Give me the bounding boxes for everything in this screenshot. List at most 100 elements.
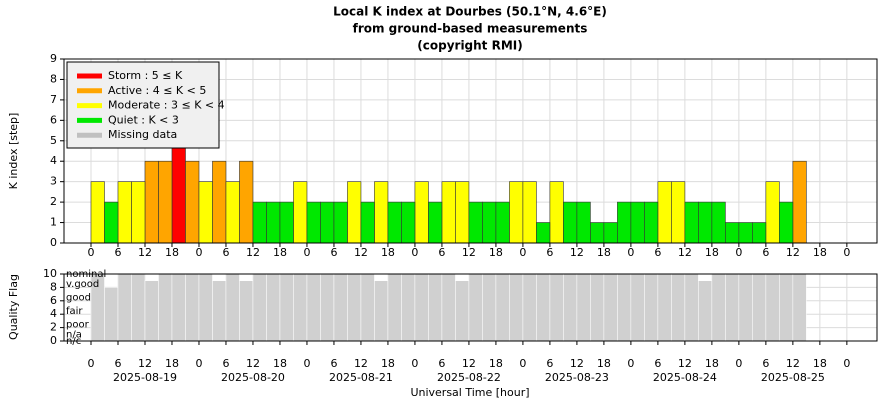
k-bar (671, 181, 686, 244)
k-bar (482, 201, 497, 244)
quality-bar (617, 273, 632, 342)
legend: Storm : 5 ≤ K Active : 4 ≤ K < 5 Moderate … (66, 61, 225, 149)
x-tick-label: 18 (165, 246, 179, 259)
x-tick-label: 0 (627, 246, 634, 259)
k-bar (212, 160, 227, 244)
k-bar (617, 201, 632, 244)
x-tick-label: 6 (330, 357, 337, 370)
chart-subtitle: (copyright RMI) (417, 39, 522, 53)
x-tick-label: 18 (705, 357, 719, 370)
y-tick-label: 6 (50, 113, 57, 126)
x-tick-label: 18 (813, 246, 827, 259)
quality-bar (563, 273, 578, 342)
k-bar (725, 222, 740, 244)
x-tick-label: 12 (354, 357, 368, 370)
x-tick-label: 6 (438, 246, 445, 259)
quality-bar (657, 273, 672, 342)
quality-bar (765, 273, 780, 342)
x-tick-label: 6 (114, 357, 121, 370)
k-bar (428, 201, 443, 244)
x-tick-label: 12 (354, 246, 368, 259)
quality-level-label: n/a (66, 329, 82, 340)
x-tick-label: 12 (570, 246, 584, 259)
k-bar (131, 181, 146, 244)
quality-bar (320, 273, 335, 342)
k-bar (549, 181, 564, 244)
k-bar (117, 181, 132, 244)
x-tick-label: 18 (813, 357, 827, 370)
y-tick-label: 8 (50, 280, 57, 293)
quality-bar (279, 273, 294, 342)
quality-bar (752, 273, 767, 342)
quality-bar (590, 273, 605, 342)
k-bar (779, 201, 794, 244)
x-tick-label: 0 (87, 246, 94, 259)
y-tick-label: 9 (50, 52, 57, 65)
quality-level-label: n/c (66, 336, 81, 347)
quality-bar (225, 273, 240, 342)
quality-bar (131, 273, 146, 342)
k-bar (738, 222, 753, 244)
quality-bar (468, 273, 483, 342)
quality-bar (549, 273, 564, 342)
quality-bar (117, 273, 132, 342)
quality-bar (455, 280, 470, 342)
legend-label: Moderate : 3 ≤ K < 4 (108, 99, 225, 112)
date-label: 2025-08-20 (221, 371, 285, 384)
k-bar (765, 181, 780, 244)
x-tick-label: 0 (843, 246, 850, 259)
quality-bar (428, 273, 443, 342)
plot-frame (63, 273, 878, 342)
quality-bar (576, 273, 591, 342)
x-tick-label: 12 (570, 357, 584, 370)
quality-level-label: nominal (66, 269, 106, 280)
quality-bar (779, 273, 794, 342)
k-bar (185, 160, 200, 244)
y-tick-label: 2 (50, 321, 57, 334)
quality-bar (711, 273, 726, 342)
quality-bar (293, 273, 308, 342)
x-tick-label: 0 (735, 246, 742, 259)
k-bar (711, 201, 726, 244)
x-tick-label: 0 (735, 357, 742, 370)
plot-frame (63, 58, 878, 244)
k-bar (360, 201, 375, 244)
date-label: 2025-08-25 (761, 371, 825, 384)
quality-bar (347, 273, 362, 342)
x-tick-label: 6 (222, 246, 229, 259)
y-tick-label: 0 (50, 236, 57, 249)
k-bar (158, 160, 173, 244)
x-tick-label: 18 (705, 246, 719, 259)
x-tick-label: 12 (786, 357, 800, 370)
quality-level-label: v.good (66, 279, 99, 290)
k-bar (468, 201, 483, 244)
x-tick-label: 18 (273, 357, 287, 370)
k-bar (266, 201, 281, 244)
k-bar (347, 181, 362, 244)
quality-bar (333, 273, 348, 342)
y-tick-label: 2 (50, 195, 57, 208)
x-tick-label: 6 (438, 357, 445, 370)
legend-label: Quiet : K < 3 (108, 113, 179, 126)
k-bar (792, 160, 807, 244)
x-tick-label: 6 (654, 246, 661, 259)
x-tick-label: 12 (246, 357, 260, 370)
x-tick-label: 12 (786, 246, 800, 259)
date-label: 2025-08-22 (437, 371, 501, 384)
x-tick-label: 12 (246, 246, 260, 259)
y-tick-label: 3 (50, 175, 57, 188)
quality-bar (644, 273, 659, 342)
quality-bar (414, 273, 429, 342)
x-tick-label: 18 (273, 246, 287, 259)
quality-bar (306, 273, 321, 342)
x-tick-label: 0 (411, 246, 418, 259)
k-bar (684, 201, 699, 244)
quality-bar (401, 273, 416, 342)
k-bar (306, 201, 321, 244)
x-tick-label: 12 (678, 357, 692, 370)
k-bar (536, 222, 551, 244)
quality-bar (104, 287, 119, 342)
k-bar (252, 201, 267, 244)
k-bar (509, 181, 524, 244)
